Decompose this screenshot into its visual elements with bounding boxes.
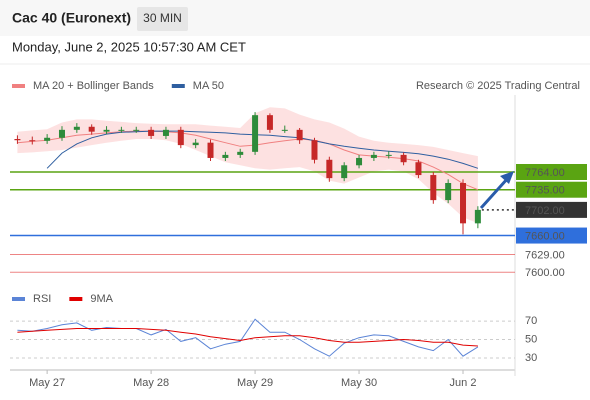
x-tick-label: May 28 [133, 377, 169, 389]
legend-label: RSI [33, 293, 51, 305]
candle-body [29, 140, 36, 142]
level-box [516, 227, 587, 244]
level-label: 7764.00 [525, 167, 565, 179]
x-tick-label: May 29 [237, 377, 273, 389]
level-box [516, 164, 587, 180]
header-bar [0, 0, 590, 36]
interval: 30 MIN [143, 11, 182, 25]
y-tick-label: 50 [525, 333, 537, 345]
legend-swatch [12, 297, 25, 301]
candle-body [14, 139, 21, 141]
candle-body [133, 129, 140, 131]
ma-line [46, 130, 479, 169]
candle-body [445, 183, 452, 201]
candle-body [266, 115, 273, 130]
level-label: 7600.00 [525, 267, 565, 279]
candle-body [44, 137, 51, 141]
candle-body [207, 142, 214, 158]
plot: MA 20 + Bollinger Bands MA 50 Research © 2… [10, 80, 587, 389]
level-label: 7660.00 [525, 230, 565, 242]
forecast-arrow [479, 176, 510, 210]
candle-body [296, 129, 303, 141]
candle-body [356, 157, 363, 166]
legend-label: MA 50 [193, 80, 224, 92]
x-tick-label: Jun 2 [450, 377, 477, 389]
candle-body [311, 140, 318, 160]
x-tick-label: May 30 [341, 377, 377, 389]
candle-body [474, 209, 481, 224]
y-tick-label: 70 [525, 315, 537, 327]
x-tick-label: May 27 [29, 377, 65, 389]
candle-body [148, 129, 155, 136]
level-label: 7629.00 [525, 249, 565, 261]
source: Research © 2025 Trading Central [416, 80, 580, 92]
candle-body [430, 175, 437, 201]
rsi-line [17, 328, 478, 347]
level-box [516, 181, 587, 198]
level-label: 7735.00 [525, 185, 565, 197]
candle-body [460, 183, 467, 224]
candle-body [118, 129, 125, 131]
candle-body [326, 159, 333, 179]
candle-body [281, 129, 288, 131]
candle-body [73, 126, 80, 130]
candle-body [237, 151, 244, 155]
candle-body [341, 165, 348, 179]
legend-swatch [69, 297, 83, 301]
candle-body [252, 115, 259, 152]
candle-body [192, 142, 199, 146]
timestamp: Monday, June 2, 2025 10:57:30 AM CET [12, 39, 246, 54]
legend-label: MA 20 + Bollinger Bands [33, 80, 154, 92]
interval-badge [137, 7, 188, 31]
candle-body [385, 154, 392, 156]
candle-body [88, 126, 95, 132]
level-label: 7702.00 [525, 205, 565, 217]
candle-body [415, 162, 422, 176]
candle-body [58, 129, 65, 138]
candle-body [177, 129, 184, 146]
bollinger-band [17, 107, 478, 224]
legend-label: 9MA [90, 293, 113, 305]
candle-body [370, 154, 377, 158]
forecast-arrow-head [500, 171, 514, 184]
title: Cac 40 (Euronext) [12, 10, 131, 26]
candle-body [222, 154, 229, 158]
rsi-line [17, 318, 479, 357]
legend-swatch [171, 84, 185, 88]
y-tick-label: 30 [525, 352, 537, 364]
candle-body [162, 129, 169, 136]
legend-swatch [12, 84, 25, 88]
candle-body [103, 129, 110, 132]
level-box [516, 201, 587, 218]
candle-body [400, 154, 407, 163]
